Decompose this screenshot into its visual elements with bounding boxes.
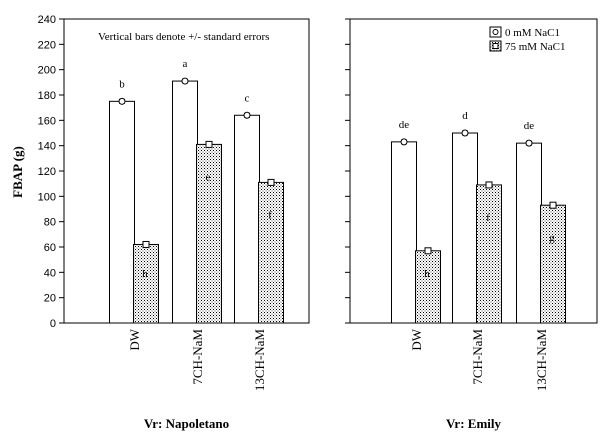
category-label: 7CH-NaM: [190, 329, 205, 385]
significance-letter: e: [206, 171, 211, 183]
y-tick-label: 200: [38, 65, 56, 77]
significance-letter: g: [549, 232, 555, 244]
legend-entry-label: 0 mM NaC1: [505, 27, 560, 39]
mean-marker-square: [205, 140, 213, 148]
significance-letter: h: [424, 268, 430, 280]
bar: [452, 132, 478, 324]
bar: [415, 250, 441, 324]
bar: [172, 80, 198, 324]
y-tick-label: 140: [38, 141, 56, 153]
category-label: DW: [409, 328, 424, 350]
y-tick-label: 120: [38, 166, 56, 178]
y-axis-label: FBAP (g): [10, 146, 25, 198]
bar: [476, 184, 502, 324]
chart-annotations: Vertical bars denote +/- standard errors…: [98, 26, 566, 53]
bar: [516, 142, 542, 324]
category-label: 13CH-NaM: [252, 329, 267, 392]
mean-marker-square: [424, 247, 432, 255]
y-tick-label: 220: [38, 39, 56, 51]
mean-marker-circle: [118, 97, 126, 105]
bar: [133, 243, 159, 324]
bar: [391, 141, 417, 324]
mean-marker-square: [549, 201, 557, 209]
y-tick-label: 180: [38, 90, 56, 102]
y-tick-label: 0: [50, 318, 56, 330]
panel-1: 0 20 40 60 80 100 120 140 160 180 200 220 240 b a c h e f D…: [38, 14, 310, 431]
significance-letter: c: [245, 92, 250, 104]
mean-marker-circle: [181, 77, 189, 85]
bar: [109, 100, 135, 324]
mean-marker-square: [267, 178, 275, 186]
category-label: DW: [127, 328, 142, 350]
y-tick-label: 40: [44, 267, 56, 279]
significance-letter: d: [462, 110, 468, 122]
mean-marker-circle: [400, 138, 408, 146]
y-tick-label: 80: [44, 217, 56, 229]
legend-entry-label: 75 mM NaC1: [505, 41, 566, 53]
mean-marker-square: [142, 240, 150, 248]
significance-letter: de: [524, 120, 535, 132]
significance-letter: h: [142, 268, 148, 280]
y-tick-label: 240: [38, 14, 56, 26]
y-tick-label: 160: [38, 115, 56, 127]
significance-letter: de: [399, 119, 410, 131]
legend-marker-square: [492, 43, 499, 49]
bar: [258, 181, 284, 324]
bar: [234, 114, 260, 324]
legend: 0 mM NaC1 75 mM NaC1: [489, 26, 566, 53]
mean-marker-circle: [243, 111, 251, 119]
bar: [540, 204, 566, 324]
chart-panels: 0 20 40 60 80 100 120 140 160 180 200 220 240 b a c h e f D…: [38, 14, 598, 431]
significance-letter: f: [268, 209, 272, 221]
mean-marker-square: [485, 181, 493, 189]
y-tick-label: 20: [44, 293, 56, 305]
mean-marker-circle: [461, 129, 469, 137]
significance-letter: f: [486, 212, 490, 224]
category-label: 7CH-NaM: [470, 329, 485, 385]
significance-letter: b: [119, 78, 125, 90]
panel-title: Vr: Napoletano: [144, 416, 229, 431]
significance-letter: a: [183, 58, 188, 70]
y-tick-label: 100: [38, 191, 56, 203]
panel-2: de d de h f g DW 7CH-NaM 13CH-NaM Vr: Emily: [345, 18, 598, 431]
panel-title: Vr: Emily: [446, 416, 501, 431]
y-tick-label: 60: [44, 242, 56, 254]
mean-marker-circle: [525, 139, 533, 147]
category-label: 13CH-NaM: [534, 329, 549, 392]
legend-marker-circle: [492, 29, 499, 35]
error-bar-note: Vertical bars denote +/- standard errors: [98, 31, 269, 43]
